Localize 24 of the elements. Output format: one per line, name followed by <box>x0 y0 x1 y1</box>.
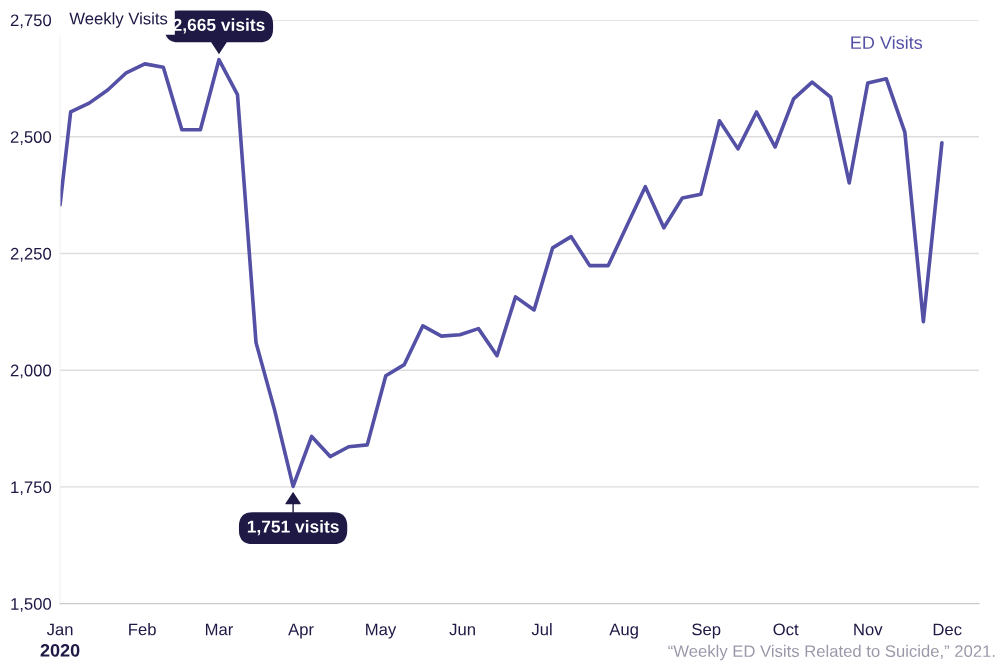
text: “Weekly ED Visits Related to Suicide,” 2021. <box>668 644 995 661</box>
x-tick-label: Dec <box>933 623 962 636</box>
x-tick-label: Nov <box>854 623 883 636</box>
x-tick-label: Sep <box>692 623 721 639</box>
x-tick-label: Aug <box>609 623 638 639</box>
y-tick-label: 2,000 <box>10 364 52 379</box>
x-tick-label: Feb <box>129 623 156 636</box>
annotation: 1,751 visits <box>247 520 339 536</box>
y-tick-label: 1,500 <box>11 598 52 612</box>
x-tick-label: May <box>366 623 397 639</box>
x-axis-title: 2020 <box>40 643 80 657</box>
x-tick-label: Jun <box>449 623 475 636</box>
text: ED Visits <box>851 35 923 50</box>
x-tick-label: Apr <box>288 623 314 639</box>
x-tick-label: Jan <box>46 623 73 636</box>
x-tick-label: Oct <box>773 623 799 636</box>
line-series <box>60 57 944 489</box>
y-tick-label: 2,750 <box>10 14 52 29</box>
x-tick-label: Mar <box>205 623 234 636</box>
y-tick-label: 1,750 <box>11 481 52 496</box>
x-tick-label: Jul <box>531 623 552 636</box>
y-tick-label: 2,500 <box>10 131 52 145</box>
y-axis-title: Weekly Visits <box>69 12 168 28</box>
y-tick-label: 2,250 <box>10 247 52 262</box>
